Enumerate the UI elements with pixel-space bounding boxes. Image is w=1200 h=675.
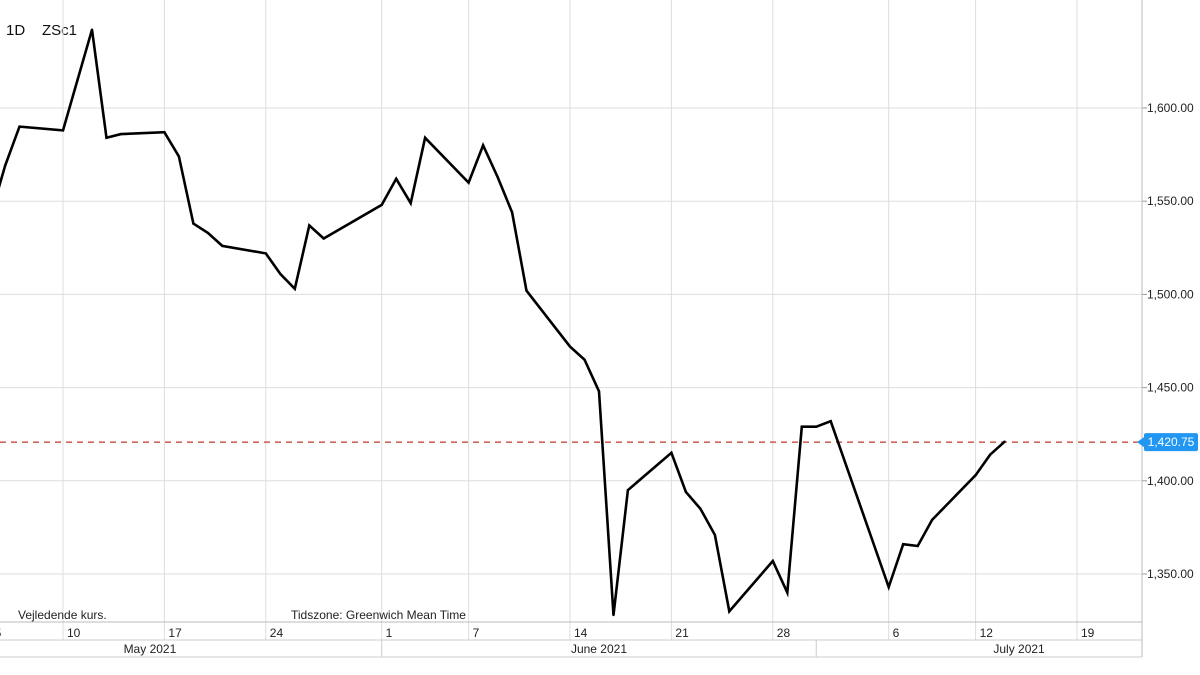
month-label: July 2021	[993, 642, 1045, 656]
data-point	[988, 453, 992, 456]
y-tick-labels: 1,350.00 1,400.00 1,450.00 1,500.00 1,550.00…	[1147, 101, 1194, 581]
x-tick-label: 1	[386, 626, 393, 640]
symbol-label: ZSc1	[42, 22, 78, 39]
data-point	[409, 201, 412, 205]
y-tick-label: 1,600.00	[1147, 101, 1194, 115]
data-point	[206, 231, 210, 235]
x-tick-label: 19	[1081, 626, 1095, 640]
data-point	[713, 533, 717, 537]
data-point	[221, 244, 224, 248]
data-point	[163, 131, 166, 134]
month-labels: May 2021 June 2021 July 2021	[124, 642, 1046, 656]
data-point	[1003, 440, 1006, 443]
month-label: May 2021	[124, 642, 177, 656]
y-tick-label: 1,500.00	[1147, 287, 1194, 301]
data-point	[815, 425, 818, 428]
last-price-label: 1,420.75	[1148, 435, 1195, 449]
data-point	[105, 136, 108, 140]
data-point	[423, 136, 427, 140]
x-tick-labels: 51017241714212861219	[0, 626, 1095, 640]
data-point	[467, 181, 470, 184]
axes	[0, 0, 1147, 658]
data-point	[279, 272, 282, 276]
data-point	[800, 425, 803, 428]
data-point	[684, 490, 688, 494]
x-tick-label: 7	[473, 626, 480, 640]
last-price-badge	[1144, 433, 1198, 452]
data-point	[322, 237, 325, 240]
data-point	[394, 177, 398, 181]
data-point	[974, 474, 977, 477]
x-tick-label: 10	[67, 626, 81, 640]
y-tick-label: 1,400.00	[1147, 474, 1194, 488]
data-point	[583, 358, 586, 361]
data-point	[901, 542, 905, 546]
data-point	[930, 518, 934, 522]
indicative-price-note: Vejledende kurs.	[18, 608, 107, 622]
data-point	[728, 610, 731, 613]
y-tick-label: 1,350.00	[1147, 567, 1194, 581]
x-tick-label: 28	[777, 626, 791, 640]
data-point	[626, 488, 630, 492]
x-tick-label: 12	[980, 626, 994, 640]
y-tick-label: 1,550.00	[1147, 194, 1194, 208]
data-point	[771, 559, 774, 563]
x-tick-label: 24	[270, 626, 284, 640]
data-point	[3, 164, 7, 167]
data-point	[18, 125, 21, 128]
data-point	[829, 419, 832, 423]
data-point	[525, 289, 528, 292]
reference-line-group: 1,420.75	[0, 433, 1198, 452]
x-tick-label: 5	[0, 626, 2, 640]
data-point	[76, 78, 79, 82]
x-tick-label: 21	[675, 626, 689, 640]
y-tick-label: 1,450.00	[1147, 381, 1194, 395]
data-point	[308, 224, 311, 227]
timezone-note: Tidszone: Greenwich Mean Time	[291, 608, 466, 622]
data-point	[916, 544, 919, 548]
data-point	[264, 252, 267, 255]
data-point	[293, 287, 296, 291]
data-point	[177, 155, 181, 158]
series-group	[0, 28, 1006, 617]
data-point	[481, 144, 485, 147]
x-tick-label: 6	[893, 626, 900, 640]
data-point	[380, 203, 383, 207]
data-point	[597, 390, 601, 393]
month-label: June 2021	[571, 642, 627, 656]
data-point	[192, 222, 195, 225]
data-point	[699, 507, 702, 510]
data-point	[119, 132, 123, 136]
last-price-badge-pointer	[1137, 437, 1144, 448]
data-point	[496, 175, 499, 179]
data-point	[61, 129, 65, 132]
data-point	[786, 591, 789, 594]
price-line	[0, 29, 1006, 616]
grid-lines	[0, 0, 1142, 622]
interval-label[interactable]: 1D	[6, 22, 26, 39]
data-point	[887, 585, 890, 589]
data-point	[612, 613, 615, 617]
x-tick-label: 14	[574, 626, 588, 640]
data-point	[568, 345, 572, 348]
x-tick-label: 17	[168, 626, 182, 640]
data-point	[510, 211, 514, 214]
data-point	[670, 451, 673, 455]
data-point	[90, 28, 94, 31]
